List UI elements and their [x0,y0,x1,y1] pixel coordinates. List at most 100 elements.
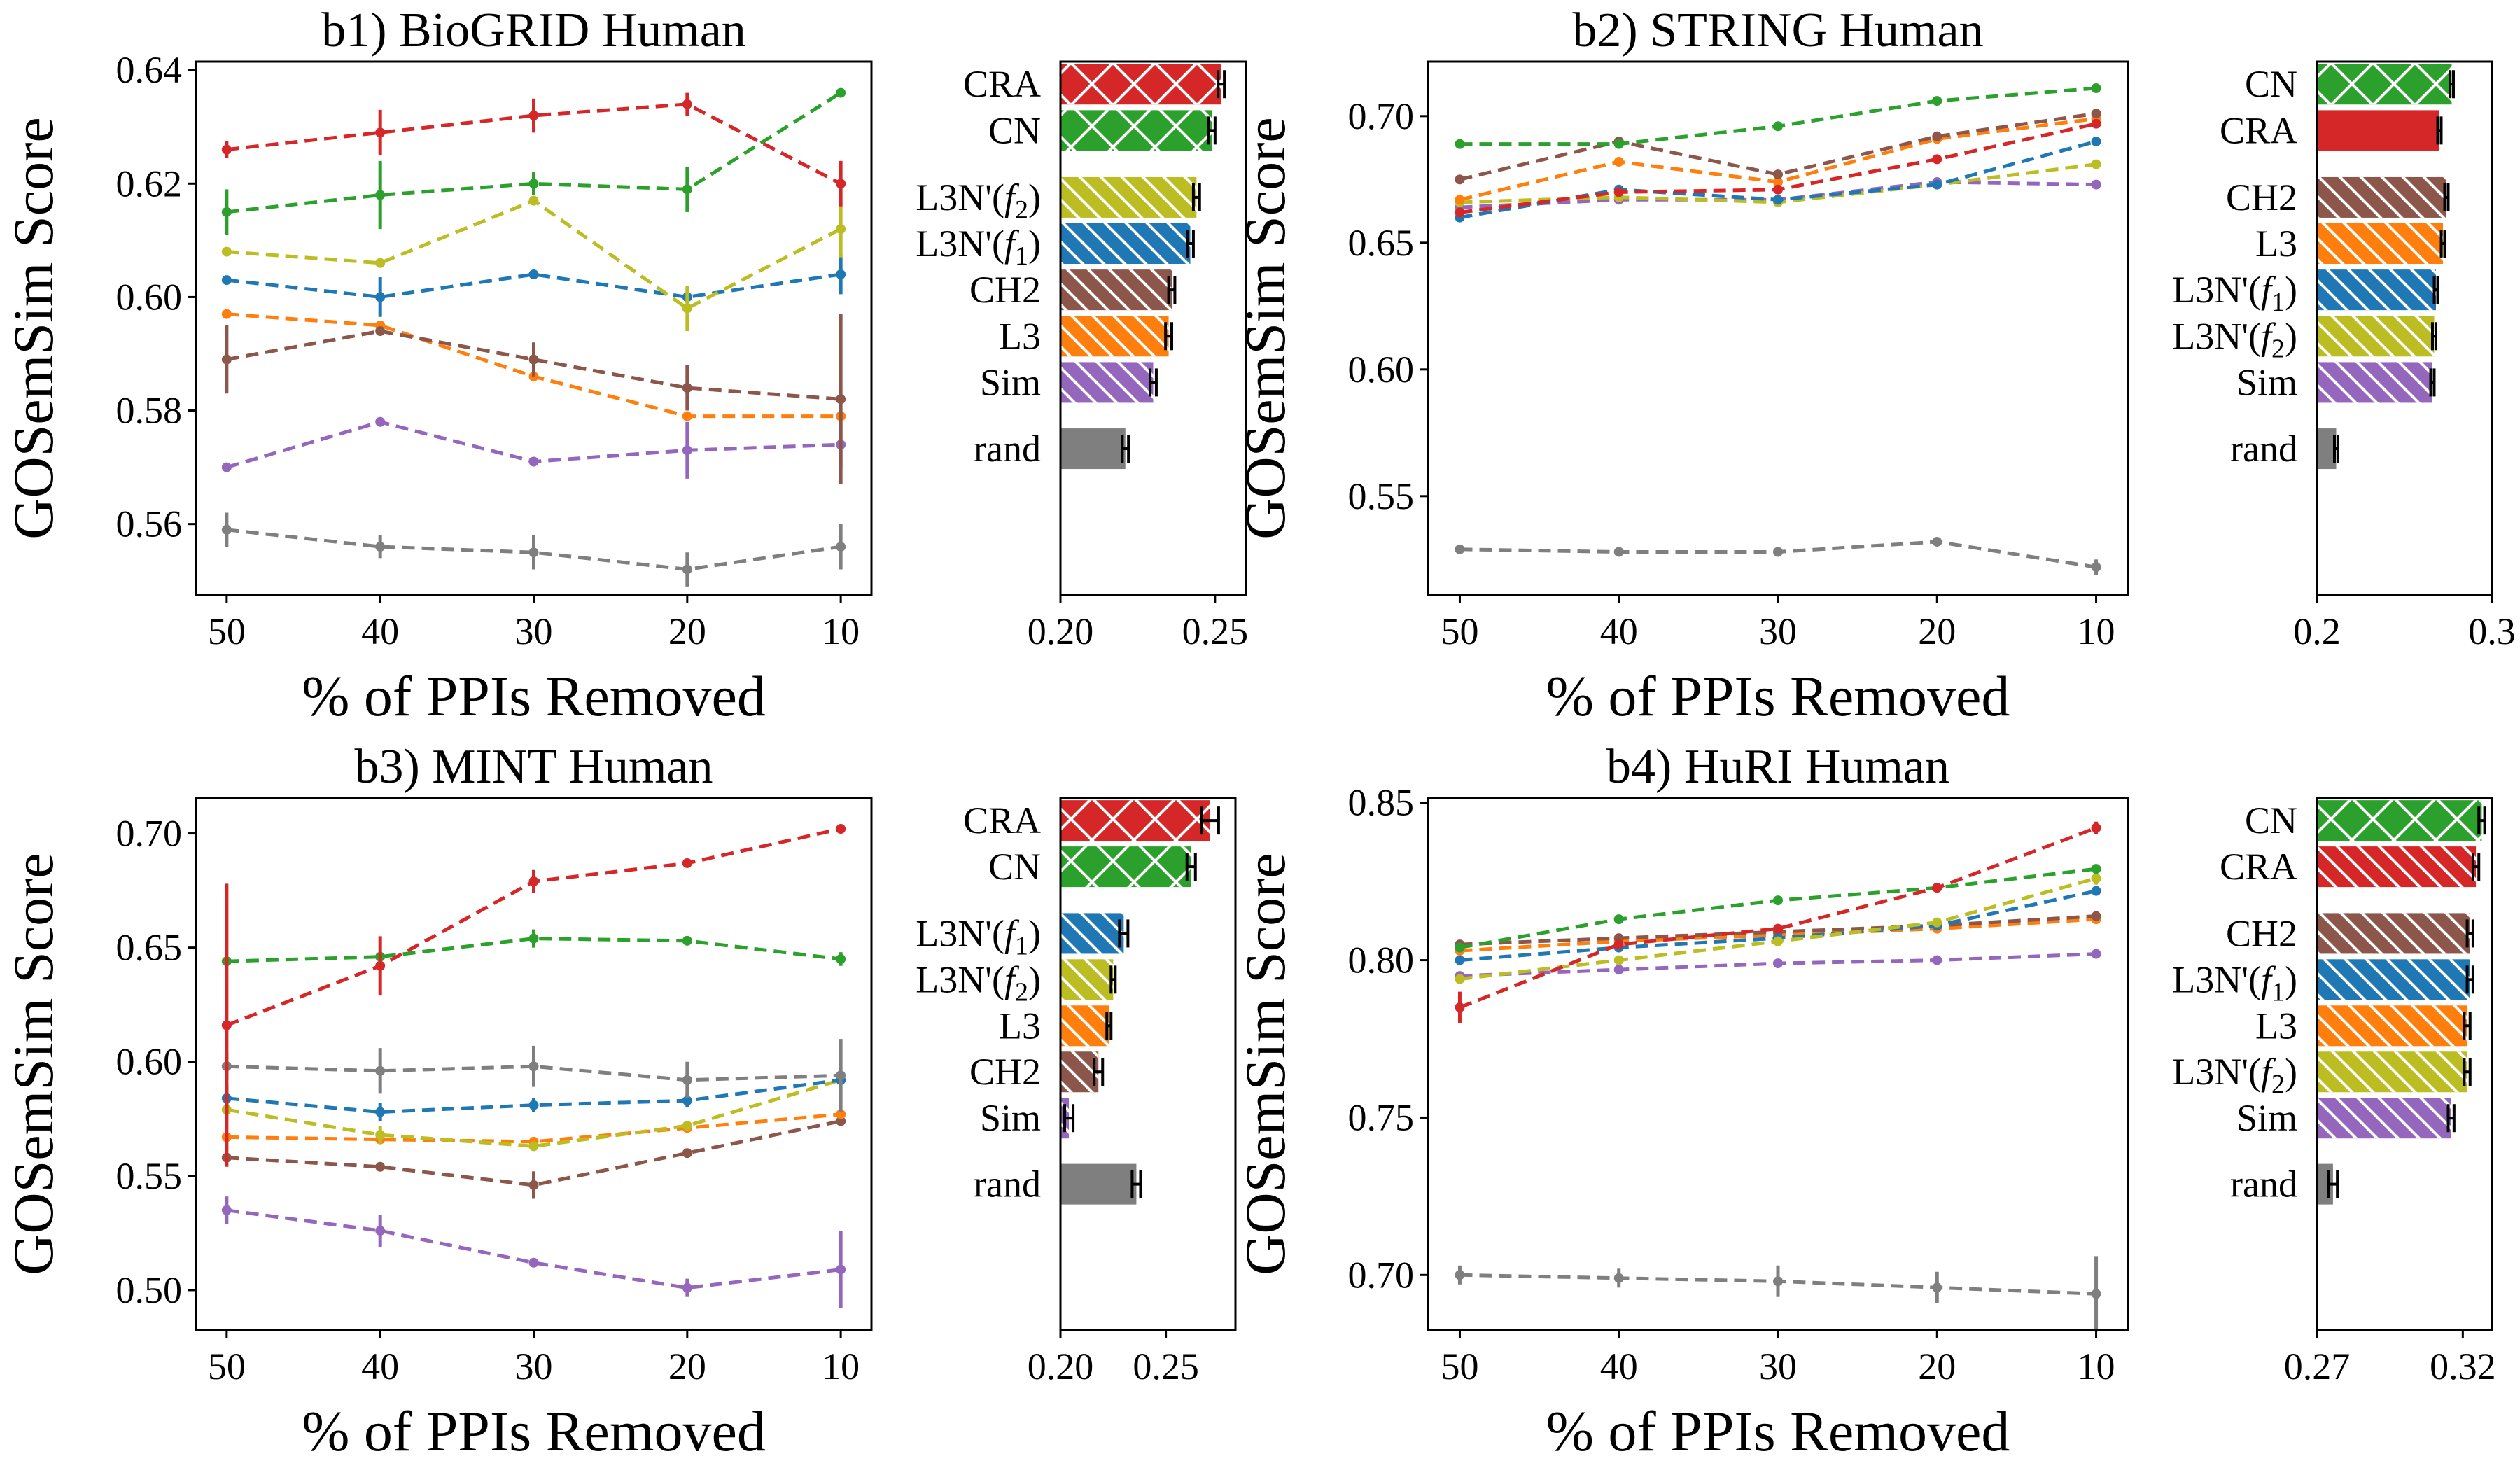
data-point [836,1264,846,1275]
data-point [1932,179,1942,190]
bar-hatch [2317,800,2482,841]
data-point [1455,974,1465,984]
data-point [221,354,232,365]
y-tick-label: 0.65 [116,927,183,969]
data-point [682,303,692,314]
bar-hatch [1060,800,1210,841]
series-line [226,937,841,963]
bar-x-tick-label: 0.25 [1133,1345,1199,1387]
data-point [375,326,386,337]
series-sim [1455,948,2101,981]
data-point [682,445,692,456]
data-point [221,206,232,217]
y-tick-label: 0.65 [1348,222,1415,264]
data-point [682,411,692,421]
bar-l3nf1 [2317,270,2440,311]
data-point [836,178,846,189]
data-point [836,1070,846,1081]
bar-category-label: CRA [2220,846,2297,888]
bar-category-label: rand [2230,1163,2297,1205]
series-cra [1455,118,2101,218]
bar-category-label: L3 [2255,1004,2297,1046]
bar-x-tick-label: 0.20 [1028,1345,1094,1387]
bar-category-label: CH2 [969,1051,1041,1093]
data-point [221,1020,232,1030]
x-axis-label: % of PPIs Removed [1546,664,2010,728]
data-point [836,542,846,552]
bar-category-label: CN [988,109,1041,151]
x-tick-label: 40 [1600,1345,1638,1387]
bar-ch2 [1060,1051,1105,1093]
bar-category-label: CN [2245,63,2297,105]
series-l3nf1 [221,254,846,317]
x-tick-label: 30 [1759,610,1797,652]
plot-frame [1427,797,2129,1331]
data-point [1773,195,1783,205]
bar-hatch [1060,846,1191,888]
data-point [1773,1276,1783,1287]
data-point [682,1096,692,1106]
data-point [2091,864,2101,874]
data-point [375,292,386,302]
data-point [221,524,232,535]
series-cra [221,824,846,1167]
bar-category-label: CH2 [969,269,1041,311]
series-line [226,329,841,401]
y-tick-label: 0.70 [116,813,183,855]
x-tick-label: 50 [1441,610,1478,652]
x-axis-label: % of PPIs Removed [302,664,766,728]
bar-hatch [2317,846,2477,888]
data-point [221,462,232,472]
bar-l3nf2 [1060,959,1117,1000]
bar-l3nf1 [1060,913,1130,954]
data-point [1614,187,1624,197]
data-point [528,269,539,279]
bar-category-label: L3 [999,315,1041,357]
bar-category-label: Sim [980,361,1041,403]
bar-x-tick-label: 0.32 [2430,1345,2496,1387]
data-point [221,1205,232,1215]
data-point [836,1116,846,1126]
x-tick-label: 20 [1918,1345,1956,1387]
series-line [226,528,841,572]
bar-l3 [2317,1005,2472,1046]
x-tick-label: 20 [668,1345,706,1387]
bar-x-tick-label: 0.27 [2284,1345,2351,1387]
data-point [375,190,386,200]
series-line [226,1078,841,1148]
y-tick-label: 0.55 [1348,475,1415,517]
series-cn [1455,83,2101,149]
x-tick-label: 10 [822,610,860,652]
y-tick-label: 0.70 [1348,1254,1415,1296]
data-point [375,960,386,971]
x-tick-label: 40 [361,610,399,652]
bar-hatch [1060,913,1124,954]
bar-ch2 [2317,176,2450,218]
bar-hatch [2317,316,2435,357]
bar-cra [1060,64,1226,105]
panel-title: b1) BioGRID Human [321,4,746,57]
series-sim [221,1196,846,1309]
bar-hatch [2317,223,2443,264]
data-point [528,354,539,365]
bar-cn [1060,846,1197,888]
bar-plot-frame [2316,60,2493,596]
data-point [375,1065,386,1076]
panel-title: b2) STRING Human [1572,4,1983,57]
bar-hatch [1060,64,1222,105]
data-point [1614,955,1624,965]
data-point [1455,207,1465,218]
bar-hatch [1060,1051,1099,1093]
y-tick-label: 0.60 [116,1041,183,1083]
bar-category-label: L3N'(f1) [916,223,1041,271]
data-point [682,935,692,946]
data-point [1614,1273,1624,1283]
y-tick-label: 0.55 [116,1155,183,1197]
bar-sim [1060,1098,1075,1139]
y-tick-label: 0.58 [116,390,183,432]
data-point [2091,886,2101,896]
x-tick-label: 10 [2078,610,2115,652]
data-point [1932,96,1942,106]
bar-category-label: rand [974,1163,1041,1205]
data-point [1932,536,1942,547]
